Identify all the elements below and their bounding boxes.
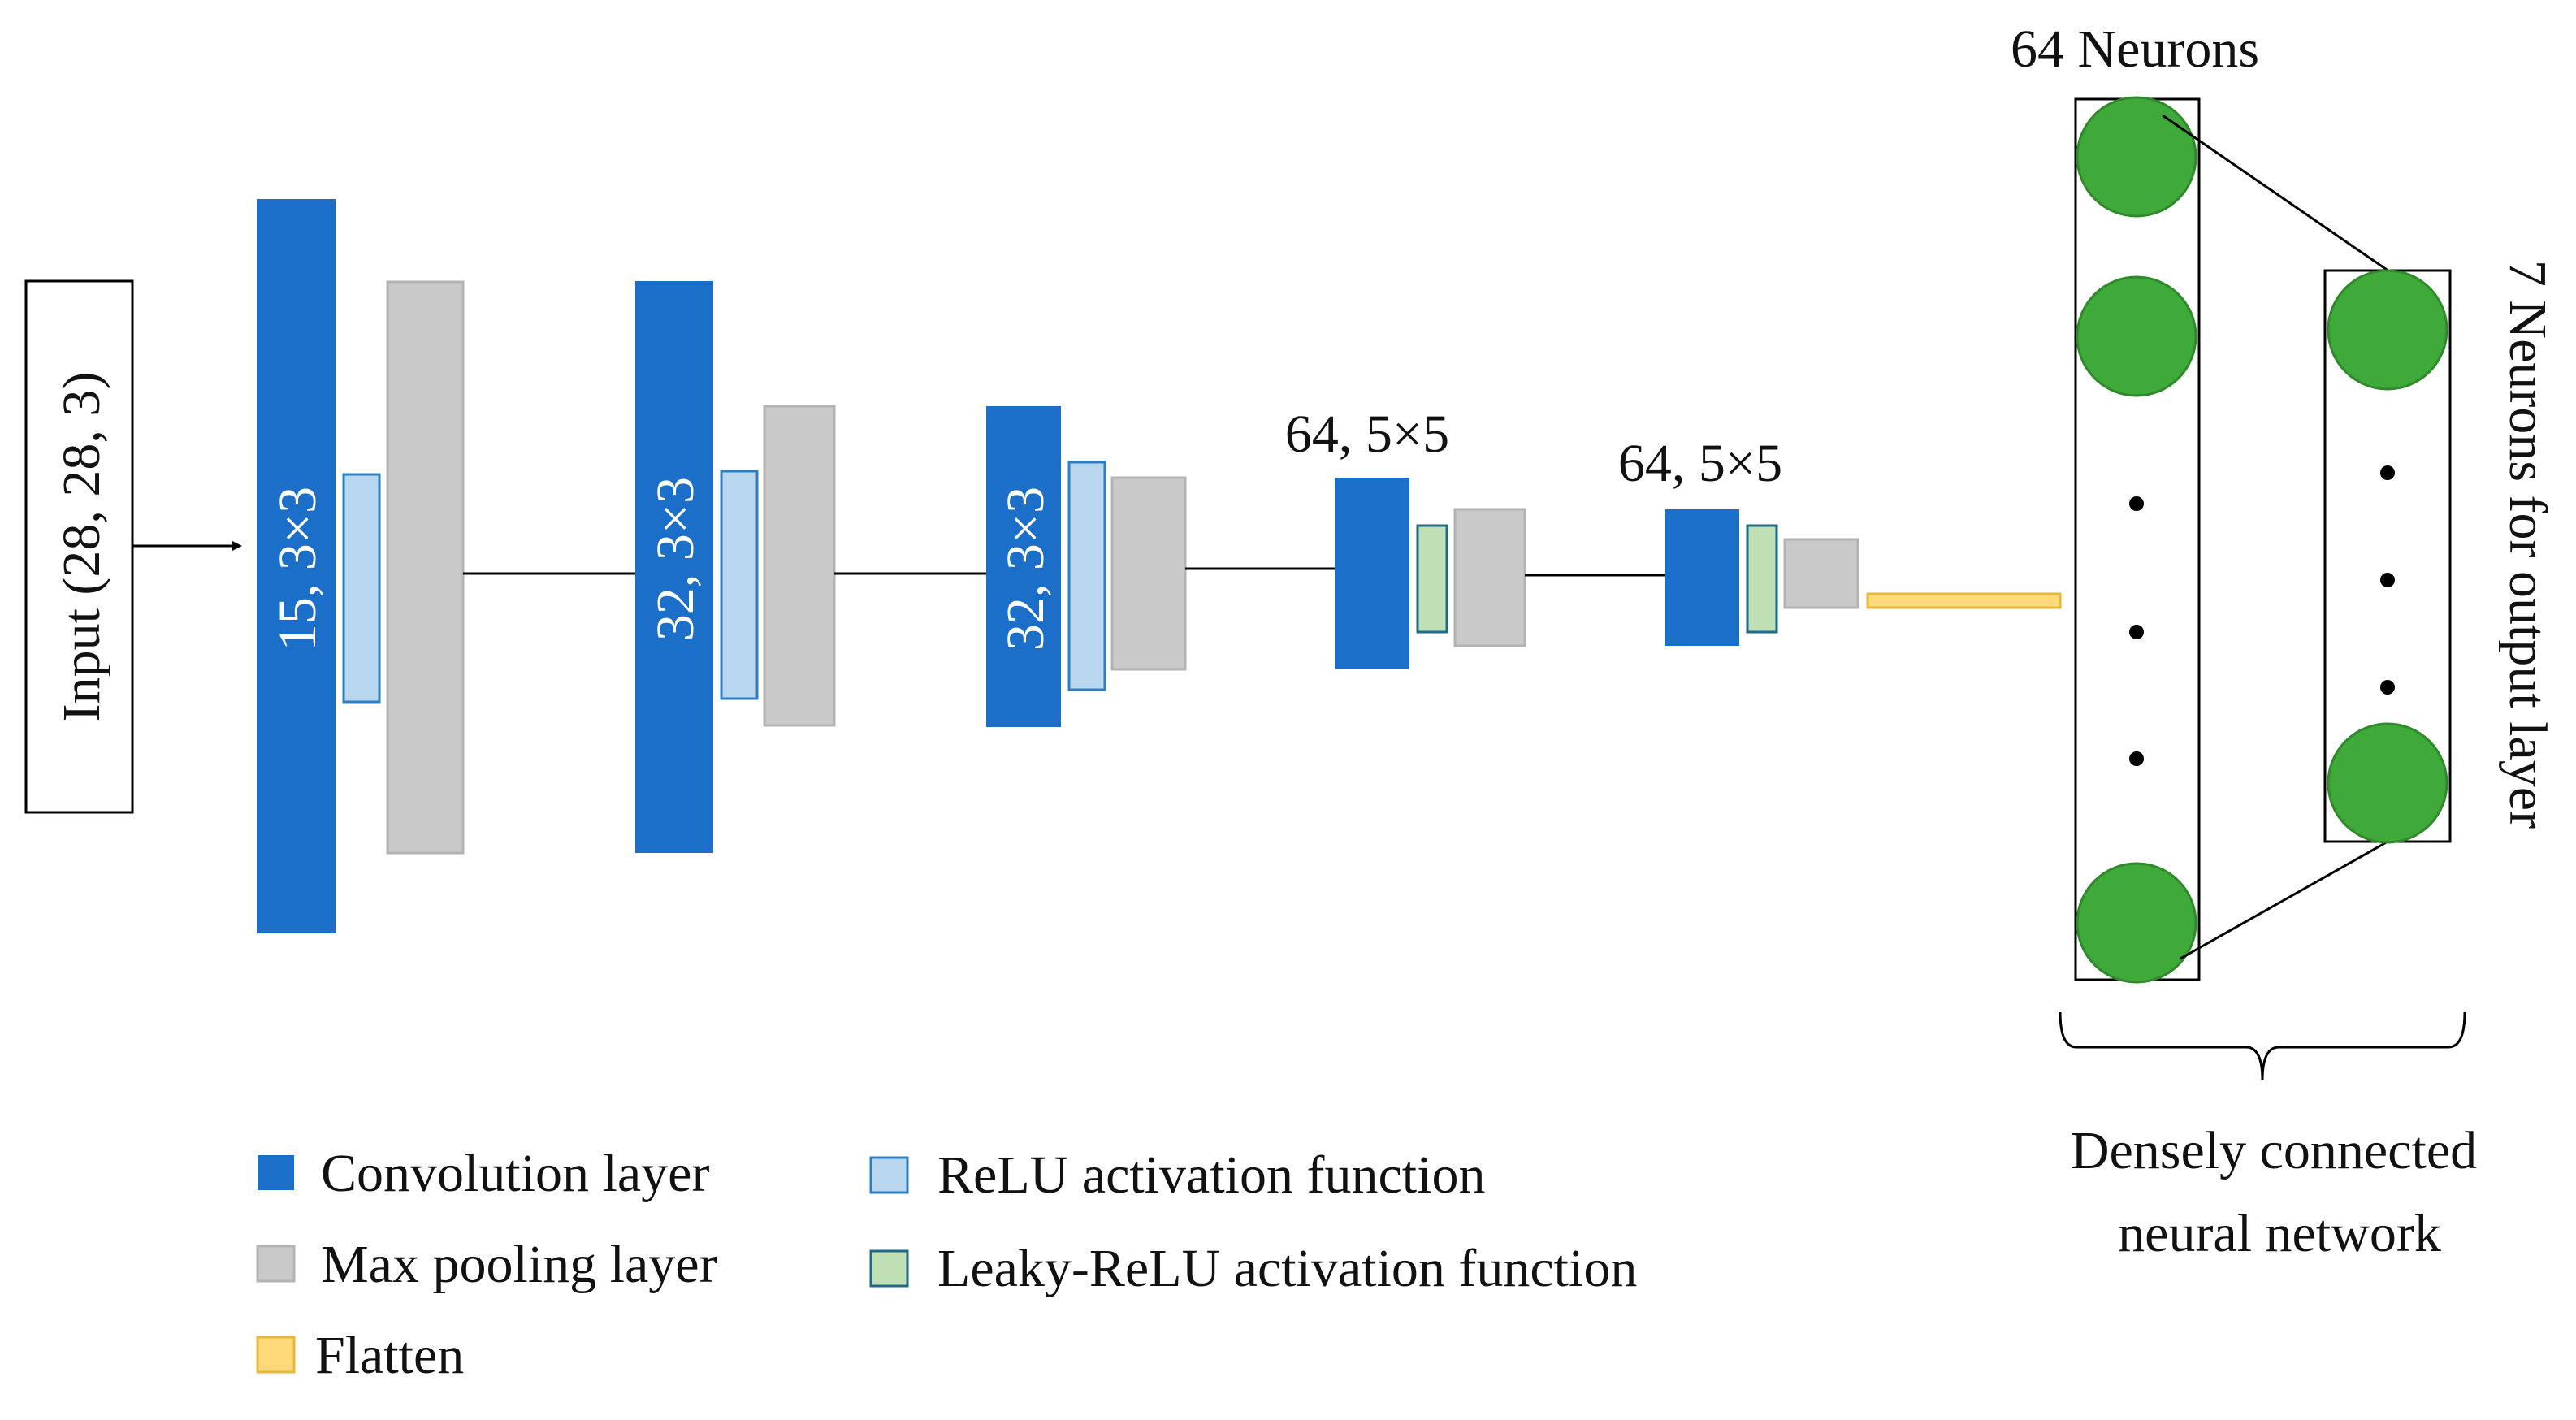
output-neuron-1	[2327, 269, 2448, 391]
hidden-layer-frame	[2074, 97, 2201, 981]
relu-activation-3	[1067, 461, 1106, 691]
block-3: 32, 3×3	[986, 406, 1187, 727]
legend: Convolution layer Max pooling layer Flat…	[256, 1144, 1637, 1385]
output-ellipsis-dot-2	[2380, 573, 2395, 587]
hidden-layer-label: 64 Neurons	[2011, 19, 2259, 79]
conv-layer-2	[635, 281, 713, 853]
relu-activation-2	[720, 470, 759, 700]
leaky-relu-activation-1	[1416, 524, 1448, 634]
max-pool-layer-5	[1783, 538, 1859, 609]
leaky-relu-activation-2	[1746, 524, 1778, 634]
dense-caption-line-1: Densely connected	[2071, 1121, 2477, 1180]
input-label: Input (28, 28, 3)	[52, 372, 111, 722]
block-2: 32, 3×3	[635, 281, 836, 853]
legend-leaky-relu-label: Leaky-ReLU activation function	[937, 1239, 1637, 1298]
conv-layer-3	[986, 406, 1061, 727]
conv-layer-2-label: 32, 3×3	[646, 477, 705, 641]
legend-flatten-swatch	[256, 1336, 296, 1374]
hidden-ellipsis-dot-1	[2129, 496, 2144, 511]
legend-convolution-label: Convolution layer	[321, 1144, 709, 1203]
legend-max-pooling-label: Max pooling layer	[321, 1235, 717, 1294]
conv-layer-5	[1665, 509, 1739, 646]
legend-max-pooling-swatch	[256, 1245, 296, 1283]
hidden-neuron-last	[2076, 862, 2197, 984]
hidden-neuron-1	[2076, 96, 2197, 218]
output-neuron-last	[2327, 722, 2448, 844]
output-ellipsis-dot-3	[2380, 680, 2395, 695]
hidden-neuron-2	[2076, 275, 2197, 397]
conv-layer-3-label: 32, 3×3	[996, 487, 1055, 651]
max-pool-layer-2	[763, 405, 836, 727]
hidden-ellipsis-dot-3	[2129, 751, 2144, 766]
hidden-ellipsis-dot-2	[2129, 625, 2144, 639]
dense-caption-line-2: neural network	[2118, 1204, 2441, 1263]
conv-layer-1-label: 15, 3×3	[268, 487, 327, 651]
conv-layer-5-label: 64, 5×5	[1618, 434, 1782, 493]
dense-network-brace	[2059, 1011, 2466, 1081]
relu-activation-1	[342, 473, 381, 704]
legend-relu-label: ReLU activation function	[937, 1145, 1485, 1205]
output-layer-label: 7 Neurons for output layer	[2498, 260, 2557, 829]
max-pool-layer-4	[1453, 508, 1526, 647]
connection-top	[2162, 114, 2390, 273]
block-4: 64, 5×5	[1285, 405, 1526, 669]
flatten-layer	[1866, 592, 2062, 609]
legend-convolution-swatch	[258, 1155, 294, 1190]
output-ellipsis-dot-1	[2380, 465, 2395, 480]
max-pool-layer-1	[386, 280, 465, 855]
conv-layer-4	[1335, 478, 1409, 669]
max-pool-layer-3	[1110, 476, 1187, 671]
legend-leaky-relu-swatch	[869, 1249, 909, 1288]
block-1: 15, 3×3	[257, 199, 465, 933]
input-block: Input (28, 28, 3)	[24, 279, 134, 814]
dense-output-layer: 7 Neurons for output layer	[2323, 260, 2557, 844]
dense-hidden-layer: 64 Neurons	[2011, 19, 2259, 984]
connection-bottom	[2180, 839, 2390, 960]
conv-layer-4-label: 64, 5×5	[1285, 405, 1449, 464]
legend-flatten-label: Flatten	[315, 1326, 464, 1385]
block-5: 64, 5×5	[1618, 434, 1859, 646]
legend-relu-swatch	[869, 1156, 909, 1194]
conv-layer-1	[257, 199, 336, 933]
